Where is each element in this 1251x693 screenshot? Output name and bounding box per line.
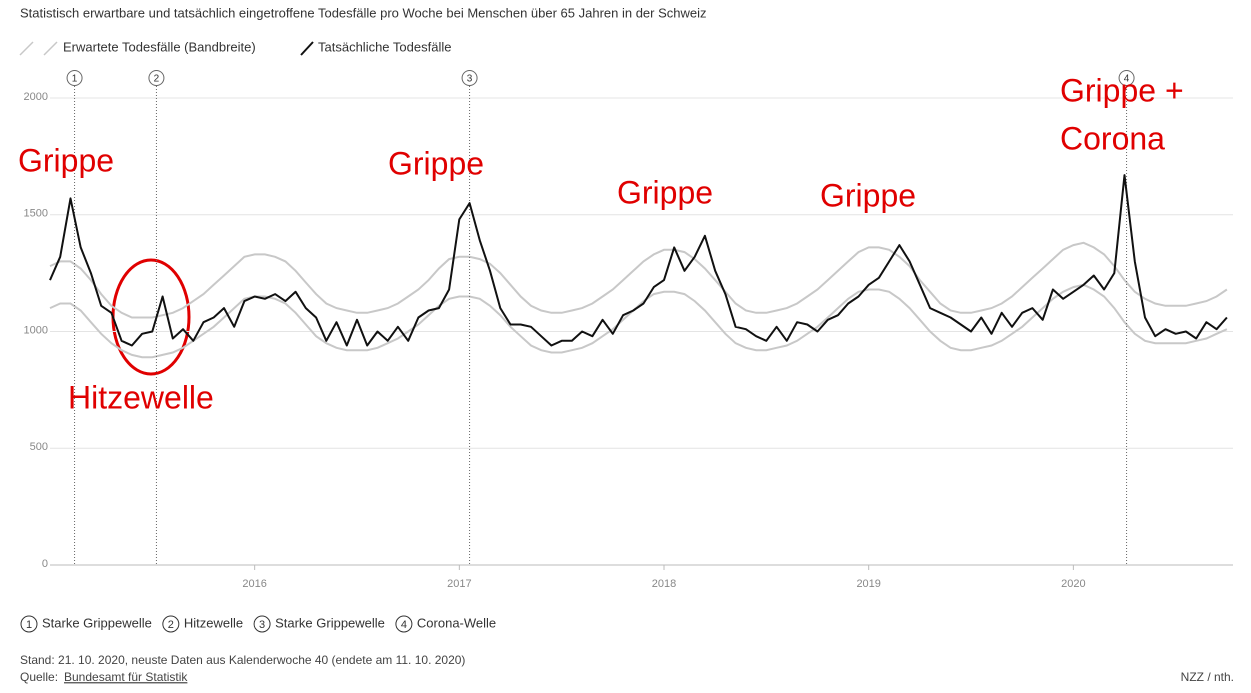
marker-legend-number: 2 xyxy=(168,619,174,631)
y-tick-label: 2000 xyxy=(24,91,48,103)
marker-legend-label: Hitzewelle xyxy=(184,615,243,630)
marker-label: 3 xyxy=(467,74,473,85)
footer-source-link[interactable]: Bundesamt für Statistik xyxy=(64,670,188,684)
marker-circle xyxy=(1118,70,1135,86)
marker-legend-circle xyxy=(162,615,180,633)
y-tick-label: 500 xyxy=(30,441,48,453)
annotation: Corona xyxy=(1060,120,1165,156)
y-tick-label: 1500 xyxy=(24,208,48,220)
marker-legend-label: Starke Grippewelle xyxy=(275,615,385,630)
marker-label: 2 xyxy=(154,74,160,85)
x-tick-label: 2017 xyxy=(447,578,471,590)
footer-source-prefix: Quelle: xyxy=(20,670,58,684)
x-tick-label: 2019 xyxy=(856,578,880,590)
chart-title: Statistisch erwartbare und tatsächlich e… xyxy=(20,5,707,20)
annotation: Grippe xyxy=(388,145,484,181)
annotation: Grippe xyxy=(18,142,114,178)
marker-legend-label: Starke Grippewelle xyxy=(42,615,152,630)
band-line xyxy=(49,241,1228,319)
marker-legend-circle xyxy=(253,615,271,633)
marker-legend-number: 4 xyxy=(401,619,407,631)
marker-label: 1 xyxy=(72,74,78,85)
legend-icon xyxy=(19,41,34,56)
footer-credit: NZZ / nth. xyxy=(1181,670,1234,684)
marker-legend-circle xyxy=(395,615,413,633)
marker-legend-number: 3 xyxy=(259,619,265,631)
footer-stand: Stand: 21. 10. 2020, neuste Daten aus Ka… xyxy=(20,653,465,667)
annotation: Grippe + xyxy=(1060,72,1184,108)
x-tick-label: 2020 xyxy=(1061,578,1085,590)
marker-label: 4 xyxy=(1124,74,1130,85)
marker-legend-number: 1 xyxy=(26,619,32,631)
marker-circle xyxy=(66,70,83,86)
annotation: Grippe xyxy=(820,177,916,213)
marker-circle xyxy=(461,70,478,86)
annotation: Hitzewelle xyxy=(68,379,214,415)
actual-line xyxy=(49,174,1228,347)
legend-icon xyxy=(300,41,314,56)
x-tick-label: 2018 xyxy=(652,578,676,590)
legend-label: Tatsächliche Todesfälle xyxy=(318,39,451,54)
marker-circle xyxy=(148,70,165,86)
y-tick-label: 1000 xyxy=(24,324,48,336)
x-tick-label: 2016 xyxy=(242,578,266,590)
marker-legend-circle xyxy=(20,615,38,633)
legend-label: Erwartete Todesfälle (Bandbreite) xyxy=(63,39,256,54)
y-tick-label: 0 xyxy=(42,558,48,570)
annotation: Grippe xyxy=(617,174,713,210)
legend-icon xyxy=(43,41,58,56)
marker-legend-label: Corona-Welle xyxy=(417,615,496,630)
